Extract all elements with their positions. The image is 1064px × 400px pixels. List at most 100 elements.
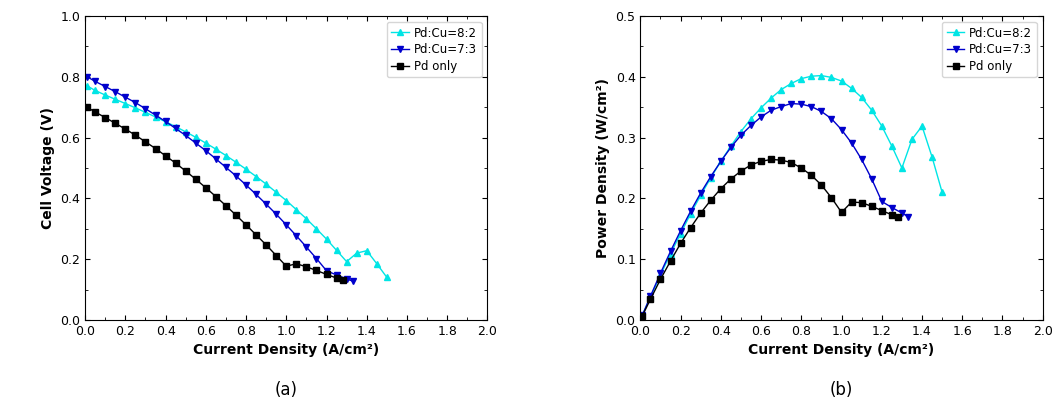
Pd:Cu=8:2 [775, 87, 787, 92]
Pd:Cu=7:3 [180, 133, 193, 138]
Pd only [109, 121, 121, 126]
Pd only [169, 161, 182, 166]
Line: Pd:Cu=8:2: Pd:Cu=8:2 [639, 72, 945, 318]
Pd only [745, 162, 758, 167]
X-axis label: Current Density (A/cm²): Current Density (A/cm²) [748, 344, 934, 358]
Pd:Cu=7:3 [644, 294, 656, 299]
Pd:Cu=7:3 [714, 159, 727, 164]
Pd:Cu=7:3 [815, 109, 828, 114]
Pd:Cu=7:3 [704, 174, 717, 179]
Y-axis label: Power Density (W/cm²): Power Density (W/cm²) [596, 78, 610, 258]
Pd only [129, 133, 142, 138]
Pd:Cu=7:3 [636, 313, 649, 318]
Pd:Cu=7:3 [654, 271, 667, 276]
Pd:Cu=8:2 [129, 106, 142, 110]
Pd only [139, 140, 152, 144]
Pd only [885, 212, 898, 217]
Pd:Cu=7:3 [290, 233, 303, 238]
Pd:Cu=7:3 [149, 113, 162, 118]
Pd only [876, 208, 888, 213]
Pd only [695, 210, 708, 215]
Pd:Cu=7:3 [664, 249, 677, 254]
Pd only [664, 259, 677, 264]
Pd only [310, 268, 322, 273]
Pd only [149, 146, 162, 151]
Pd:Cu=7:3 [775, 104, 787, 109]
Pd only [300, 264, 313, 269]
Pd:Cu=8:2 [845, 86, 858, 91]
Pd:Cu=7:3 [845, 141, 858, 146]
Pd:Cu=8:2 [785, 81, 798, 86]
Pd:Cu=7:3 [340, 276, 353, 281]
Pd:Cu=7:3 [219, 165, 232, 170]
Pd only [675, 241, 687, 246]
Pd:Cu=8:2 [815, 73, 828, 78]
Pd only [210, 194, 222, 199]
Pd only [725, 176, 737, 181]
Pd only [815, 183, 828, 188]
Pd:Cu=7:3 [725, 145, 737, 150]
Pd:Cu=8:2 [745, 116, 758, 121]
Pd:Cu=7:3 [129, 100, 142, 105]
Pd:Cu=8:2 [260, 182, 272, 186]
Pd:Cu=8:2 [876, 124, 888, 128]
Pd:Cu=7:3 [260, 202, 272, 206]
Pd only [754, 159, 767, 164]
Pd only [704, 198, 717, 203]
Pd:Cu=7:3 [885, 205, 898, 210]
Pd:Cu=8:2 [180, 130, 193, 134]
Pd only [892, 215, 904, 220]
Pd:Cu=7:3 [109, 89, 121, 94]
Pd:Cu=7:3 [250, 192, 263, 197]
Pd only [734, 169, 747, 174]
Pd:Cu=7:3 [745, 123, 758, 128]
Pd:Cu=8:2 [905, 137, 918, 142]
Pd:Cu=7:3 [81, 74, 94, 79]
Pd:Cu=7:3 [785, 101, 798, 106]
Pd:Cu=8:2 [885, 144, 898, 148]
Pd only [250, 232, 263, 237]
Pd:Cu=8:2 [81, 84, 94, 88]
Pd only [835, 210, 848, 215]
Pd:Cu=8:2 [855, 95, 868, 100]
Pd:Cu=8:2 [270, 190, 283, 195]
Pd:Cu=7:3 [855, 157, 868, 162]
Pd:Cu=8:2 [754, 106, 767, 110]
Pd:Cu=8:2 [99, 93, 112, 98]
Pd:Cu=7:3 [825, 116, 837, 121]
Pd only [795, 166, 808, 170]
Pd:Cu=8:2 [714, 159, 727, 164]
Pd:Cu=8:2 [361, 248, 373, 253]
Text: (b): (b) [830, 381, 853, 399]
Pd only [825, 195, 837, 200]
Y-axis label: Cell Voltage (V): Cell Voltage (V) [40, 107, 54, 229]
Text: (a): (a) [275, 381, 298, 399]
Pd:Cu=7:3 [795, 102, 808, 106]
Pd:Cu=7:3 [239, 183, 252, 188]
Pd only [320, 272, 333, 277]
Pd:Cu=7:3 [270, 212, 283, 217]
Pd:Cu=7:3 [169, 126, 182, 131]
Pd:Cu=7:3 [199, 148, 212, 153]
Pd:Cu=7:3 [876, 199, 888, 204]
Pd:Cu=8:2 [765, 96, 778, 100]
Pd:Cu=8:2 [370, 261, 383, 266]
Pd:Cu=7:3 [765, 108, 778, 113]
Pd:Cu=8:2 [664, 251, 677, 256]
Pd:Cu=8:2 [250, 174, 263, 179]
X-axis label: Current Density (A/cm²): Current Density (A/cm²) [194, 344, 380, 358]
Pd:Cu=7:3 [835, 127, 848, 132]
Pd:Cu=8:2 [169, 124, 182, 129]
Pd:Cu=7:3 [346, 279, 359, 284]
Pd only [270, 253, 283, 258]
Pd:Cu=7:3 [300, 245, 313, 250]
Pd only [99, 115, 112, 120]
Pd:Cu=8:2 [896, 166, 909, 170]
Line: Pd only: Pd only [84, 104, 346, 283]
Pd:Cu=8:2 [350, 251, 363, 256]
Pd:Cu=7:3 [160, 119, 172, 124]
Pd:Cu=8:2 [684, 211, 697, 216]
Line: Pd:Cu=7:3: Pd:Cu=7:3 [639, 100, 911, 318]
Pd:Cu=8:2 [119, 101, 132, 106]
Pd:Cu=7:3 [320, 268, 333, 273]
